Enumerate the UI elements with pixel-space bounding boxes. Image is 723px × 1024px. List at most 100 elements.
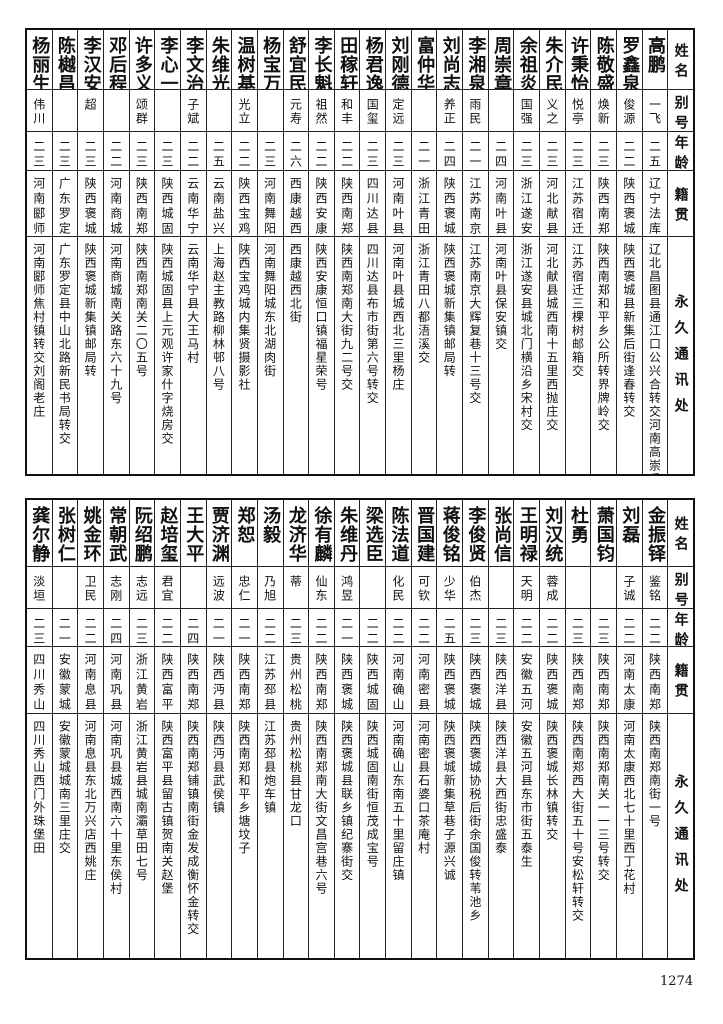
home-cell: 河南郾师 xyxy=(26,171,52,237)
name-cell: 许多义 xyxy=(129,30,155,90)
alias-text: 少华 xyxy=(442,575,457,603)
age-text: 二四 xyxy=(442,140,457,170)
age-cell: 二二 xyxy=(617,132,642,171)
person-column: 贾济渊 远波 二一 陕西沔县 陕西沔县武侯镇 xyxy=(205,500,232,958)
home-cell: 云南华宁 xyxy=(180,171,206,237)
name-cell: 张树仁 xyxy=(52,500,78,567)
name-text: 梁选臣 xyxy=(362,506,384,563)
name-cell: 梁选臣 xyxy=(360,500,386,567)
age-cell: 二三 xyxy=(257,132,283,171)
age-text: 二二 xyxy=(262,617,277,647)
addr-text: 陕西褒城长林镇转交 xyxy=(544,720,559,842)
home-cell: 河南商城 xyxy=(103,171,129,237)
home-text: 陕西南郑 xyxy=(134,177,149,237)
name-cell: 赵培玺 xyxy=(155,500,180,567)
addr-cell: 陕西南郑南街一号 xyxy=(643,714,668,958)
alias-cell: 鉴铭 xyxy=(642,567,668,609)
alias-cell: 蒂 xyxy=(283,567,309,609)
page-number: 1274 xyxy=(660,974,694,989)
roster-table-top: 姓名 别号 年龄 籍贯 永久通讯处 高鹏 一飞 二五 辽宁法库 辽北昌图县通江口公兴合转交河南高崇… xyxy=(25,28,695,476)
name-cell: 姚金环 xyxy=(78,500,103,567)
addr-text: 河南商城南关路东六十九号 xyxy=(108,243,123,405)
alias-cell: 天明 xyxy=(514,567,540,609)
addr-cell: 陕西城固县上元观许家什字烧房交 xyxy=(155,237,180,474)
age-cell: 二三 xyxy=(386,132,411,171)
name-text: 陈法道 xyxy=(388,506,410,563)
addr-cell: 陕西南郑南大街九二号交 xyxy=(335,237,360,474)
person-column: 朱维丹 鸿昱 二一 陕西褒城 陕西褒城县联乡镇纪寨街交 xyxy=(333,500,360,958)
home-text: 陕西褒城 xyxy=(467,653,482,713)
alias-cell: 祖然 xyxy=(309,90,334,132)
addr-text: 陕西南郑南大街九二号交 xyxy=(339,243,354,392)
home-text: 陕西宝鸡 xyxy=(237,177,252,237)
age-cell: 二三 xyxy=(26,132,52,171)
addr-text: 上海赵主教路柳林邨八号 xyxy=(211,243,226,392)
age-cell: 二五 xyxy=(437,609,463,647)
person-column: 杜勇 二三 陕西南郑 陕西南郑西大街五十号安松轩转交 xyxy=(564,500,591,958)
home-cell: 陕西南郑 xyxy=(591,647,617,714)
age-cell: 二二 xyxy=(386,609,411,647)
home-cell: 陕西城固 xyxy=(360,647,386,714)
alias-cell: 悦亭 xyxy=(565,90,591,132)
home-cell: 陕西褒城 xyxy=(437,171,463,237)
name-text: 王大平 xyxy=(183,506,205,563)
addr-cell: 河南叶县城西北三里杨庄 xyxy=(386,237,411,474)
home-text: 河南舞阳 xyxy=(262,177,277,237)
name-cell: 汤毅 xyxy=(257,500,283,567)
home-cell: 江苏宿迁 xyxy=(565,171,591,237)
addr-text: 云南华宁县大王马村 xyxy=(185,243,200,365)
addr-text: 陕西褒城县联乡镇纪寨街交 xyxy=(339,720,354,882)
home-text: 浙江遂安 xyxy=(519,177,534,237)
addr-cell: 陕西南郑铺镇南街金发成衡怀金转交 xyxy=(181,714,206,958)
alias-cell xyxy=(155,90,180,132)
addr-cell: 河南叶县保安镇交 xyxy=(489,237,514,474)
home-text: 陕西洋县 xyxy=(493,653,508,713)
age-text: 二一 xyxy=(339,617,354,647)
home-text: 河南商城 xyxy=(108,177,123,237)
name-text: 许秉怡 xyxy=(568,36,590,90)
home-text: 陕西富平 xyxy=(160,653,175,713)
alias-cell: 远波 xyxy=(206,567,232,609)
home-cell: 陕西南郑 xyxy=(565,647,591,714)
home-text: 陕西城固 xyxy=(160,177,175,237)
age-cell: 二二 xyxy=(411,609,437,647)
alias-cell xyxy=(488,567,514,609)
alias-cell: 乃旭 xyxy=(257,567,283,609)
home-text: 浙江青田 xyxy=(416,177,431,237)
name-cell: 富仲华 xyxy=(411,30,437,90)
age-cell: 二四 xyxy=(437,132,463,171)
addr-cell: 江苏南京大辉复巷十三号交 xyxy=(463,237,488,474)
header-name-cell: 姓名 xyxy=(668,500,693,567)
alias-cell xyxy=(360,567,386,609)
age-cell: 二二 xyxy=(309,132,334,171)
addr-text: 陕西褒城新集镇邮局转 xyxy=(442,243,457,378)
header-alias-text: 别号 xyxy=(672,571,689,609)
person-column: 李湘泉 雨民 二一 江苏南京 江苏南京大辉复巷十三号交 xyxy=(462,30,488,474)
home-cell: 陕西南郑 xyxy=(180,647,206,714)
age-cell: 二二 xyxy=(540,609,565,647)
alias-text: 祖然 xyxy=(313,98,328,126)
home-text: 四川秀山 xyxy=(31,653,46,713)
name-cell: 刘刚德 xyxy=(386,30,411,90)
name-text: 金振铎 xyxy=(645,506,667,563)
home-cell: 河南叶县 xyxy=(488,171,514,237)
addr-text: 安徽五河县东市街五泰生 xyxy=(519,720,534,869)
age-text: 二三 xyxy=(570,617,585,647)
header-addr-cell: 永久通讯处 xyxy=(668,714,693,958)
name-cell: 张尚信 xyxy=(488,500,514,567)
name-cell: 杨君逸 xyxy=(360,30,386,90)
alias-text: 鉴铭 xyxy=(647,575,662,603)
addr-text: 陕西南郑和平乡公所转界牌岭交 xyxy=(596,243,611,432)
age-cell: 二四 xyxy=(103,609,129,647)
name-text: 李心一 xyxy=(157,36,179,90)
age-cell: 二三 xyxy=(360,132,386,171)
home-text: 河南巩县 xyxy=(108,653,123,713)
name-text: 田稼轩 xyxy=(337,36,359,90)
name-cell: 杜勇 xyxy=(565,500,591,567)
age-cell: 二三 xyxy=(591,609,617,647)
addr-text: 河南郾师焦村镇转交刘阁老庄 xyxy=(31,243,46,419)
home-text: 陕西褒城 xyxy=(442,653,457,713)
header-alias-cell: 别号 xyxy=(668,567,693,609)
person-column: 王明禄 天明 二二 安徽五河 安徽五河县东市街五泰生 xyxy=(513,500,540,958)
header-column: 姓名 别号 年龄 籍贯 永久通讯处 xyxy=(667,500,693,958)
